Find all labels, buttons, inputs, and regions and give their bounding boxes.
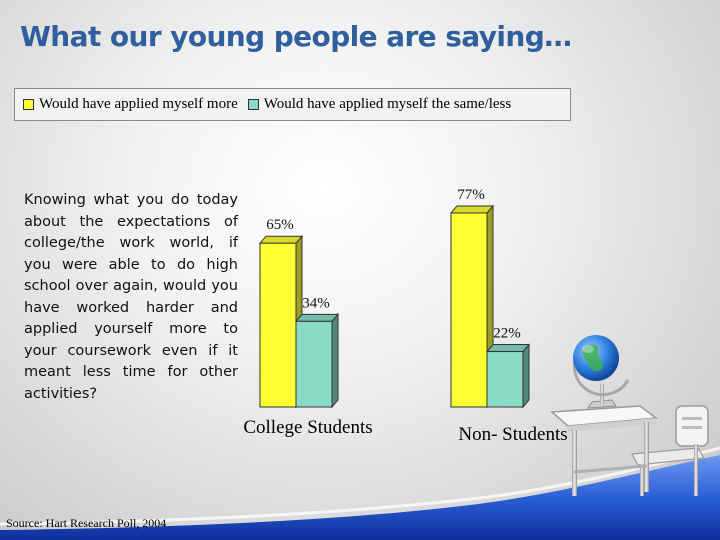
category-label-college-students: College Students — [243, 417, 372, 438]
legend-swatch-applied-more — [23, 99, 34, 110]
school-desk-globe-icon — [550, 335, 709, 496]
bar-non-students-series-2 — [485, 343, 531, 409]
category-label-non-students: Non- Students — [458, 424, 567, 445]
chart-legend: Would have applied myself more Would hav… — [14, 88, 571, 121]
legend-label-applied-more: Would have applied myself more — [39, 96, 238, 112]
source-note: Source: Hart Research Poll, 2004 — [6, 516, 167, 530]
data-label-college-students-series-2: 34% — [302, 295, 330, 311]
bar-college-students-series-2 — [294, 312, 340, 409]
slide-title: What our young people are saying… — [20, 20, 572, 53]
legend-entry-applied-more: Would have applied myself more — [23, 96, 238, 113]
legend-label-applied-same-less: Would have applied myself the same/less — [263, 96, 512, 112]
data-label-non-students-series-1: 77% — [457, 187, 485, 203]
data-label-non-students-series-2: 22% — [493, 326, 521, 342]
survey-question: Knowing what you do today about the expe… — [24, 192, 238, 402]
legend-swatch-applied-same-less — [247, 99, 259, 110]
data-label-college-students-series-1: 65% — [266, 217, 294, 233]
legend-entry-applied-same-less: Would have applied myself the same/less — [247, 96, 512, 113]
